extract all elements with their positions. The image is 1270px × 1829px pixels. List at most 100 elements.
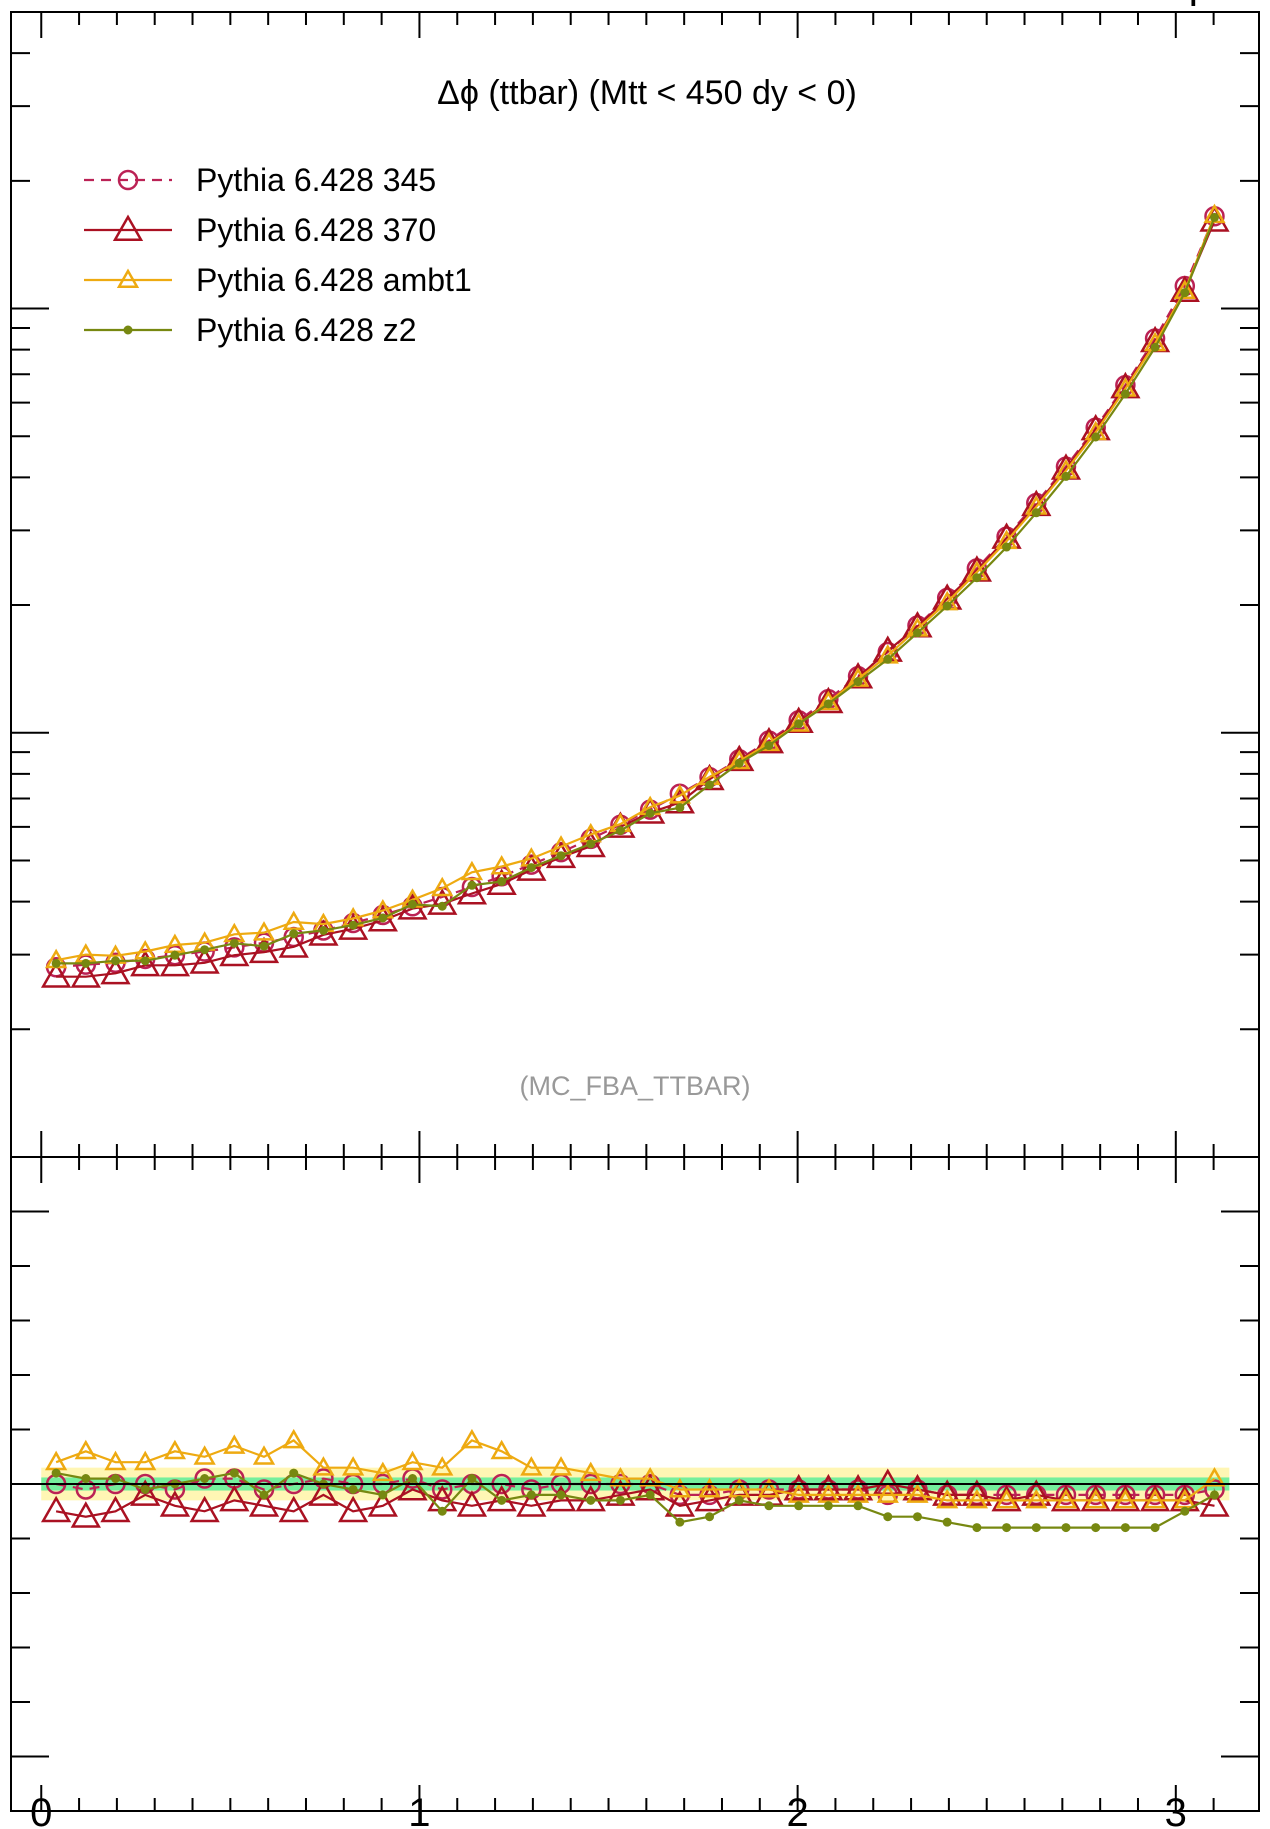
series-2-point (456, 877, 488, 905)
series-2-ratio-point (1199, 1490, 1230, 1517)
series-4-ratio-point (764, 1501, 774, 1511)
series-2-ratio-point (664, 1490, 696, 1517)
series-3-ratio-point (193, 1445, 216, 1465)
series-4-ratio-point (81, 1474, 91, 1484)
series-3-ratio-point (1203, 1467, 1226, 1487)
x-tick-labels: 0 1 2 3 (30, 1791, 1187, 1829)
series-2-ratio-point (219, 1484, 250, 1512)
series-4-ratio-point (942, 1517, 952, 1527)
series-4-point (615, 826, 625, 836)
series-4-point (1002, 542, 1012, 552)
series-4-main (51, 212, 1219, 968)
legend-marker (123, 325, 133, 335)
series-2-point (516, 854, 547, 881)
series-2-ratio-point (902, 1473, 933, 1501)
series-4-point (170, 950, 180, 960)
series-3-point (460, 860, 484, 881)
series-2-point (575, 830, 606, 858)
x-tick-label: 2 (786, 1791, 808, 1829)
legend-marker (116, 268, 140, 288)
series-4-ratio-point (497, 1495, 507, 1505)
series-3-ratio-point (965, 1488, 989, 1509)
series-4-point (229, 938, 239, 948)
series-2-ratio-point (159, 1490, 191, 1517)
analysis-watermark: (MC_FBA_TTBAR) (519, 1071, 750, 1101)
series-3-point (1203, 203, 1226, 224)
series-3-ratio-point (757, 1477, 781, 1498)
series-2-ratio-point (694, 1484, 725, 1512)
series-4-point (437, 901, 447, 911)
series-2-ratio-point (130, 1479, 161, 1506)
series-2-ratio-point (367, 1490, 398, 1517)
x-tick-label: 0 (30, 1791, 52, 1829)
series-4-ratio-point (1180, 1506, 1190, 1516)
series-4-ratio-point (972, 1523, 982, 1533)
series-2-ratio-point (337, 1495, 369, 1523)
legend-entry: Pythia 6.428 ambt1 (84, 262, 472, 298)
series-4-point (110, 956, 120, 966)
series-4-ratio-point (200, 1474, 210, 1484)
series-3-line (55, 214, 1216, 962)
series-4-ratio-point (675, 1517, 685, 1527)
series-2-point (813, 686, 844, 714)
series-4-point (645, 808, 655, 818)
series-2-ratio-point (189, 1495, 220, 1523)
series-4-ratio-point (51, 1468, 61, 1478)
series-3-ratio-point (104, 1450, 127, 1471)
series-4-point (467, 880, 477, 890)
series-2-point (100, 957, 131, 985)
series-4-ratio-point (378, 1490, 388, 1500)
series-2-point (545, 841, 577, 869)
series-3-point (668, 784, 692, 804)
x-tick-label: 3 (1165, 1791, 1187, 1829)
series-2-ratio-point (516, 1490, 547, 1517)
series-4-ratio-point (437, 1506, 447, 1516)
series-4-point (853, 677, 863, 687)
series-2-point (278, 931, 309, 958)
series-4-point (586, 839, 596, 849)
series-2-ratio-point (278, 1495, 309, 1523)
series-4-ratio-point (586, 1495, 596, 1505)
series-3-point (282, 910, 305, 931)
series-4-ratio-point (348, 1484, 358, 1494)
series-3-ratio-point (401, 1450, 424, 1471)
series-4-ratio-point (705, 1512, 715, 1522)
series-2-ratio-point (248, 1490, 280, 1517)
series-3-ratio-point (668, 1477, 692, 1498)
series-3-ratio-point (579, 1461, 602, 1482)
series-4-point (140, 956, 150, 966)
series-4-ratio-point (883, 1512, 893, 1522)
series-4-point (289, 929, 299, 939)
series-3-ratio-point (520, 1456, 543, 1476)
series-4-point (705, 780, 715, 790)
series-2-point (1169, 275, 1200, 302)
series-4-point (378, 913, 388, 923)
series-4-ratio-point (1209, 1490, 1219, 1500)
series-3-point (787, 712, 810, 732)
series-3-ratio-point (341, 1456, 365, 1476)
series-4-point (734, 758, 744, 768)
series-3-ratio-point (431, 1456, 454, 1476)
series-3-ratio-line (55, 1439, 1216, 1502)
series-4-ratio-point (912, 1512, 922, 1522)
series-2-ratio-point (872, 1468, 903, 1495)
series-4-ratio-point (1091, 1523, 1101, 1533)
series-3-point (490, 854, 513, 875)
series-2-point (219, 939, 250, 967)
series-4-point (556, 851, 566, 861)
series-4-ratio-point (526, 1490, 536, 1500)
legend-entry: Pythia 6.428 345 (84, 162, 436, 198)
series-4-point (883, 654, 893, 664)
series-4-ratio-point (1061, 1523, 1071, 1533)
legend-entry: Pythia 6.428 370 (84, 212, 436, 248)
legend-label: Pythia 6.428 345 (196, 162, 436, 198)
series-2-point (40, 961, 72, 988)
series-2-point (70, 961, 101, 988)
series-3-ratio-point (371, 1461, 394, 1482)
series-4-ratio-point (794, 1501, 804, 1511)
series-4-point (526, 863, 536, 873)
series-3-ratio-point (312, 1456, 335, 1476)
series-4-ratio-point (615, 1495, 625, 1505)
series-4-point (972, 573, 982, 583)
series-3-point (1173, 279, 1196, 299)
